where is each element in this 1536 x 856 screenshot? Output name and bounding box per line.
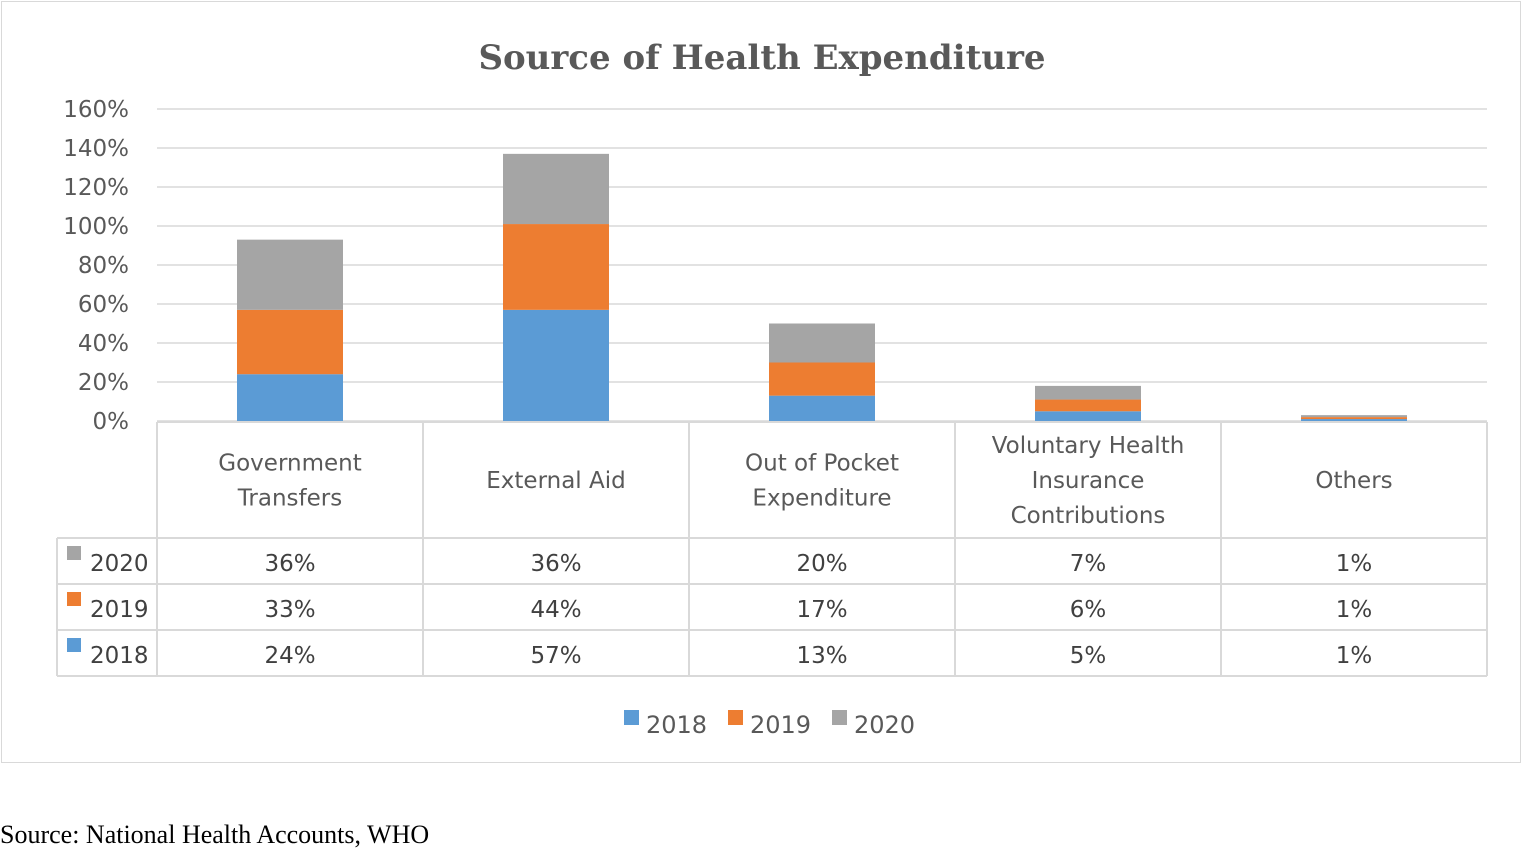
legend-label-2018: 2018 <box>646 711 707 739</box>
bar-2020-3 <box>1035 385 1141 400</box>
category-label: Insurance <box>1032 468 1145 494</box>
y-tick-label: 120% <box>63 175 129 201</box>
bar-2018-0 <box>237 374 343 421</box>
source-note: Source: National Health Accounts, WHO <box>0 820 430 849</box>
y-tick-label: 160% <box>63 97 129 123</box>
category-label: Voluntary Health <box>992 433 1185 459</box>
table-cell: 20% <box>796 551 847 577</box>
legend-swatch-2020 <box>832 710 847 725</box>
category-label: Others <box>1315 468 1392 494</box>
table-cell: 6% <box>1070 597 1107 623</box>
row-label-2019: 2019 <box>90 597 149 623</box>
legend-label-2019: 2019 <box>750 711 811 739</box>
bar-2018-1 <box>503 309 609 421</box>
y-tick-label: 0% <box>93 409 130 435</box>
table-cell: 17% <box>796 597 847 623</box>
chart-canvas: Source of Health Expenditure 0% 20% 40% 60%… <box>56 38 1488 739</box>
category-label: Contributions <box>1011 503 1166 529</box>
bar-2020-0 <box>237 239 343 310</box>
category-label: Government <box>218 451 361 477</box>
bar-2019-3 <box>1035 399 1141 412</box>
legend-key-2018 <box>67 638 81 652</box>
table-cell: 1% <box>1336 643 1373 669</box>
table-cell: 24% <box>264 643 315 669</box>
bar-2018-3 <box>1035 411 1141 421</box>
y-tick-label: 140% <box>63 136 129 162</box>
table-cell: 13% <box>796 643 847 669</box>
table-cell: 33% <box>264 597 315 623</box>
bar-2019-0 <box>237 309 343 375</box>
category-label: Transfers <box>237 486 342 512</box>
table-cell: 44% <box>530 597 581 623</box>
category-label: External Aid <box>486 468 625 494</box>
table-cell: 57% <box>530 643 581 669</box>
table-cell: 36% <box>264 551 315 577</box>
bar-2019-1 <box>503 224 609 310</box>
legend-key-2019 <box>67 592 81 606</box>
legend-swatch-2019 <box>728 710 743 725</box>
y-tick-label: 100% <box>63 214 129 240</box>
category-label: Expenditure <box>752 486 891 512</box>
bar-2020-4 <box>1301 415 1407 418</box>
bar-2020-1 <box>503 153 609 225</box>
y-tick-label: 80% <box>78 253 129 279</box>
row-label-2020: 2020 <box>90 551 149 577</box>
category-label: Out of Pocket <box>745 451 899 477</box>
bar-2018-2 <box>769 395 875 421</box>
table-cell: 5% <box>1070 643 1107 669</box>
y-tick-label: 40% <box>78 331 129 357</box>
table-cell: 1% <box>1336 551 1373 577</box>
legend-swatch-2018 <box>624 710 639 725</box>
row-label-2018: 2018 <box>90 643 149 669</box>
chart-title: Source of Health Expenditure <box>478 38 1045 78</box>
table-cell: 1% <box>1336 597 1373 623</box>
legend-key-2020 <box>67 546 81 560</box>
legend-label-2020: 2020 <box>854 711 915 739</box>
bar-2019-4 <box>1301 417 1407 420</box>
bar-2018-4 <box>1301 419 1407 421</box>
table-cell: 7% <box>1070 551 1107 577</box>
y-tick-label: 20% <box>78 370 129 396</box>
bar-2020-2 <box>769 323 875 363</box>
chart-frame: Source of Health Expenditure 0% 20% 40% 60%… <box>1 1 1521 763</box>
bar-2019-2 <box>769 362 875 396</box>
y-tick-label: 60% <box>78 292 129 318</box>
table-cell: 36% <box>530 551 581 577</box>
